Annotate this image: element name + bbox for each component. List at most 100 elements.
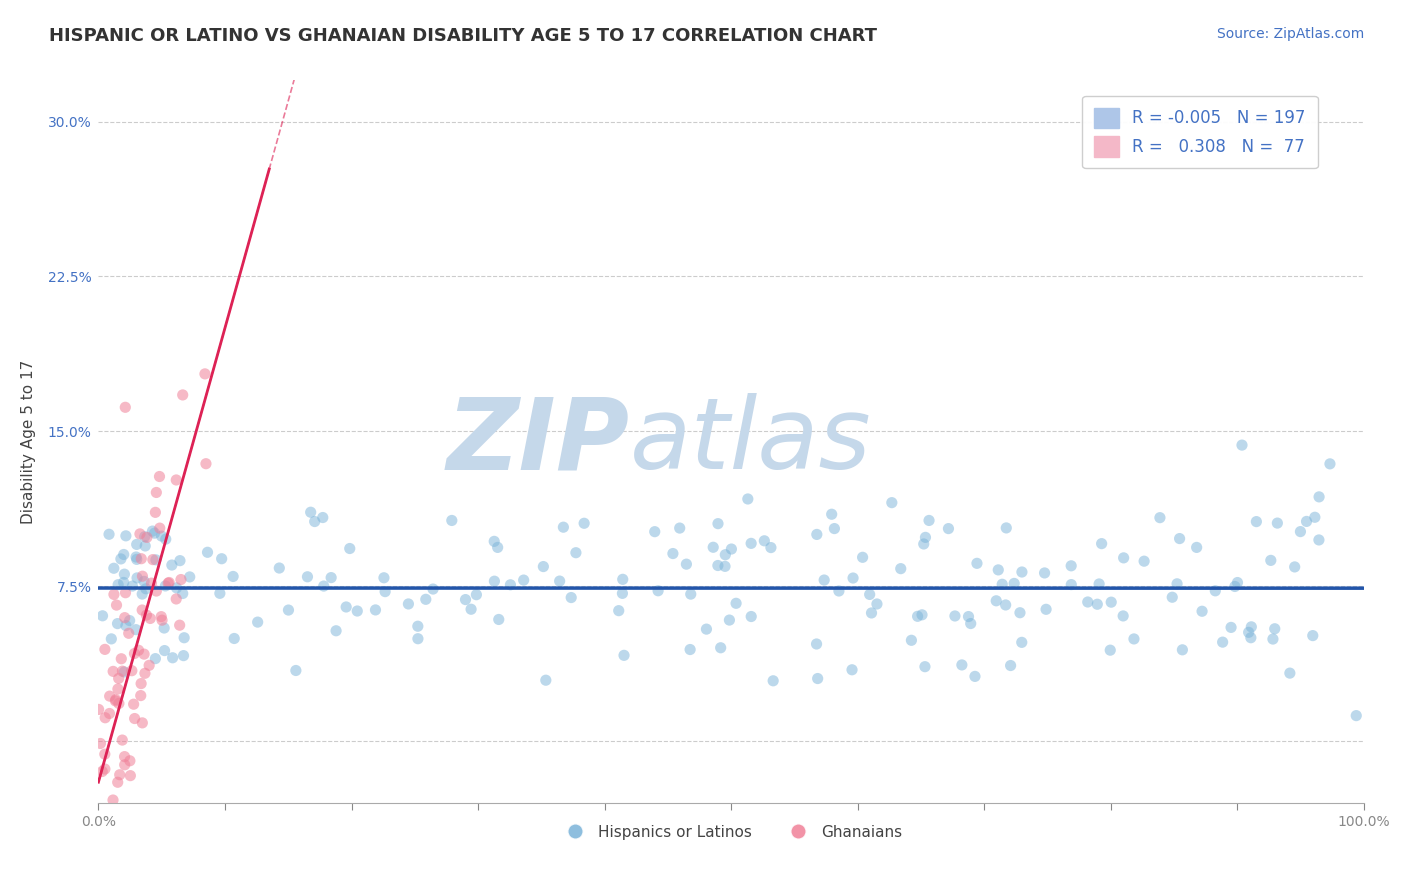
Point [668,521,690,535]
Point [124,712,146,726]
Point [959,616,981,631]
Point [454,592,477,607]
Point [118,614,141,628]
Point [987,563,1010,577]
Point [1319,457,1341,471]
Point [100,835,122,849]
Point [1091,536,1114,550]
Point [842,571,865,585]
Point [1264,622,1286,636]
Point [1112,550,1135,565]
Point [754,533,776,548]
Point [1133,554,1156,568]
Point [125,571,148,585]
Point [277,603,299,617]
Point [170,573,193,587]
Point [91,608,114,623]
Point [662,547,685,561]
Point [718,613,741,627]
Point [406,632,429,646]
Point [986,594,1008,608]
Point [94,747,117,761]
Point [737,491,759,506]
Point [150,609,173,624]
Point [484,574,506,589]
Point [90,830,112,844]
Point [153,643,176,657]
Point [145,485,167,500]
Point [246,615,269,629]
Point [572,516,595,531]
Point [613,648,636,663]
Point [1303,510,1326,524]
Text: HISPANIC OR LATINO VS GHANAIAN DISABILITY AGE 5 TO 17 CORRELATION CHART: HISPANIC OR LATINO VS GHANAIAN DISABILIT… [49,27,877,45]
Point [112,548,135,562]
Point [304,515,326,529]
Point [96,813,118,827]
Point [224,632,246,646]
Point [714,559,737,574]
Point [299,505,322,519]
Point [129,551,152,566]
Point [112,665,135,679]
Point [607,604,630,618]
Point [759,541,782,555]
Point [1260,553,1282,567]
Point [918,513,941,527]
Point [149,521,172,535]
Point [121,664,143,678]
Point [1223,579,1246,593]
Point [145,505,167,519]
Point [87,702,110,716]
Point [121,802,143,816]
Point [415,592,437,607]
Point [103,561,125,575]
Point [1035,602,1057,616]
Point [105,598,128,612]
Point [612,586,634,600]
Point [531,559,554,574]
Point [87,837,110,851]
Point [160,558,183,572]
Point [553,520,575,534]
Point [114,610,136,624]
Point [1267,516,1289,530]
Point [911,607,934,622]
Point [612,572,634,586]
Point [725,596,748,610]
Point [1011,565,1033,579]
Point [114,585,136,599]
Point [465,588,488,602]
Point [115,618,138,632]
Point [440,513,463,527]
Point [172,388,194,402]
Point [112,567,135,582]
Point [145,553,167,567]
Point [714,548,737,562]
Text: atlas: atlas [630,393,872,490]
Point [122,697,145,711]
Point [155,579,177,593]
Point [740,609,762,624]
Point [1033,566,1056,580]
Point [1289,524,1312,539]
Point [806,527,828,541]
Point [907,609,929,624]
Point [512,573,534,587]
Point [762,673,785,688]
Point [222,569,245,583]
Point [173,648,195,663]
Point [866,597,889,611]
Point [938,522,960,536]
Point [1060,558,1083,573]
Point [1261,632,1284,646]
Point [1191,604,1213,618]
Point [114,401,136,415]
Point [1060,577,1083,591]
Text: Source: ZipAtlas.com: Source: ZipAtlas.com [1216,27,1364,41]
Point [98,527,121,541]
Point [125,549,148,564]
Point [111,733,134,747]
Point [647,583,669,598]
Point [957,609,980,624]
